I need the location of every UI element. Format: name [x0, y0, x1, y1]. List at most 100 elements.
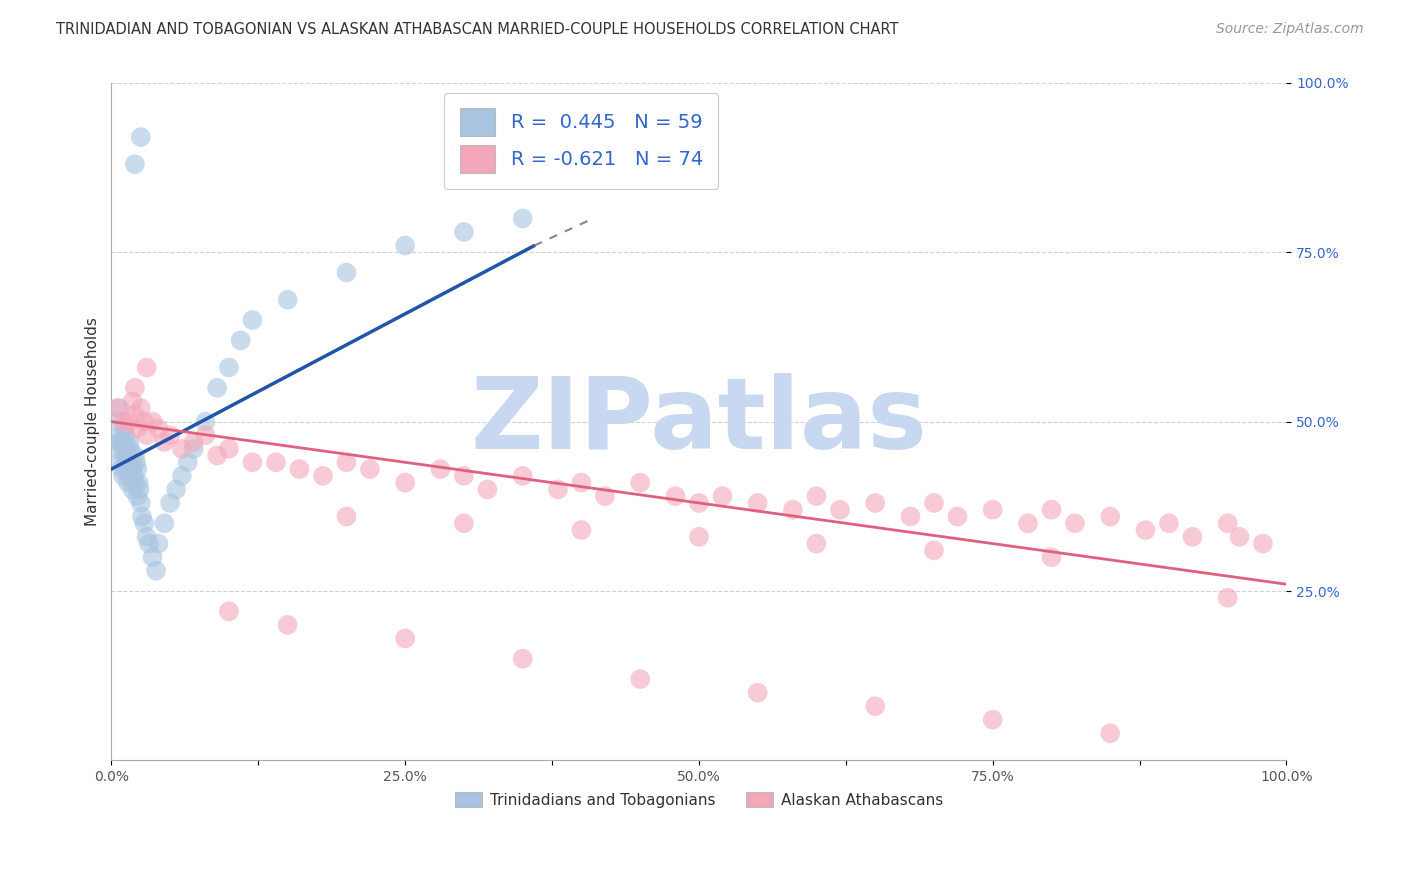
Point [1017, 516, 1039, 531]
Point [828, 502, 851, 516]
Point [547, 483, 569, 497]
Point [105, 401, 128, 416]
Point [747, 686, 769, 700]
Point [863, 496, 886, 510]
Point [148, 421, 170, 435]
Point [135, 360, 157, 375]
Point [288, 462, 311, 476]
Point [112, 421, 135, 435]
Point [218, 360, 240, 375]
Point [394, 475, 416, 490]
Point [127, 421, 149, 435]
Point [946, 509, 969, 524]
Text: TRINIDADIAN AND TOBAGONIAN VS ALASKAN ATHABASCAN MARRIED-COUPLE HOUSEHOLDS CORRE: TRINIDADIAN AND TOBAGONIAN VS ALASKAN AT… [56, 22, 898, 37]
Point [512, 652, 534, 666]
Point [105, 442, 128, 456]
Point [1216, 516, 1239, 531]
Point [120, 468, 142, 483]
Point [628, 475, 651, 490]
Point [124, 408, 146, 422]
Point [218, 442, 240, 456]
Point [747, 496, 769, 510]
Point [429, 462, 451, 476]
Text: Source: ZipAtlas.com: Source: ZipAtlas.com [1216, 22, 1364, 37]
Point [806, 489, 828, 503]
Point [1157, 516, 1180, 531]
Point [131, 509, 153, 524]
Point [141, 415, 163, 429]
Point [477, 483, 499, 497]
Point [242, 455, 264, 469]
Point [335, 455, 357, 469]
Point [183, 434, 205, 449]
Point [111, 434, 134, 449]
Point [112, 442, 135, 456]
Point [1181, 530, 1204, 544]
Point [111, 462, 134, 476]
Point [1040, 502, 1063, 516]
Point [141, 550, 163, 565]
Point [806, 536, 828, 550]
Point [571, 523, 593, 537]
Point [922, 496, 945, 510]
Point [114, 455, 136, 469]
Point [453, 468, 475, 483]
Point [312, 468, 335, 483]
Point [277, 618, 299, 632]
Point [165, 483, 187, 497]
Point [112, 415, 135, 429]
Point [1229, 530, 1251, 544]
Point [124, 381, 146, 395]
Point [159, 496, 181, 510]
Point [242, 313, 264, 327]
Point [134, 516, 156, 531]
Point [711, 489, 734, 503]
Point [159, 428, 181, 442]
Point [571, 475, 593, 490]
Point [512, 468, 534, 483]
Point [115, 442, 138, 456]
Point [1251, 536, 1274, 550]
Point [1064, 516, 1087, 531]
Point [118, 462, 141, 476]
Point [120, 455, 142, 469]
Point [127, 489, 149, 503]
Point [112, 449, 135, 463]
Point [922, 543, 945, 558]
Point [277, 293, 299, 307]
Point [628, 672, 651, 686]
Point [863, 699, 886, 714]
Point [359, 462, 381, 476]
Point [394, 238, 416, 252]
Point [108, 401, 131, 416]
Point [124, 157, 146, 171]
Point [1216, 591, 1239, 605]
Point [981, 502, 1004, 516]
Point [110, 428, 132, 442]
Point [120, 442, 142, 456]
Point [148, 536, 170, 550]
Point [218, 604, 240, 618]
Point [129, 496, 152, 510]
Point [153, 434, 176, 449]
Point [335, 509, 357, 524]
Point [453, 225, 475, 239]
Point [118, 415, 141, 429]
Point [153, 516, 176, 531]
Point [117, 475, 139, 490]
Point [394, 632, 416, 646]
Point [105, 415, 128, 429]
Point [1099, 726, 1122, 740]
Point [121, 462, 143, 476]
Point [124, 475, 146, 490]
Point [453, 516, 475, 531]
Point [129, 401, 152, 416]
Point [1135, 523, 1157, 537]
Point [108, 434, 131, 449]
Point [122, 468, 145, 483]
Point [512, 211, 534, 226]
Point [335, 266, 357, 280]
Point [981, 713, 1004, 727]
Point [782, 502, 804, 516]
Point [121, 394, 143, 409]
